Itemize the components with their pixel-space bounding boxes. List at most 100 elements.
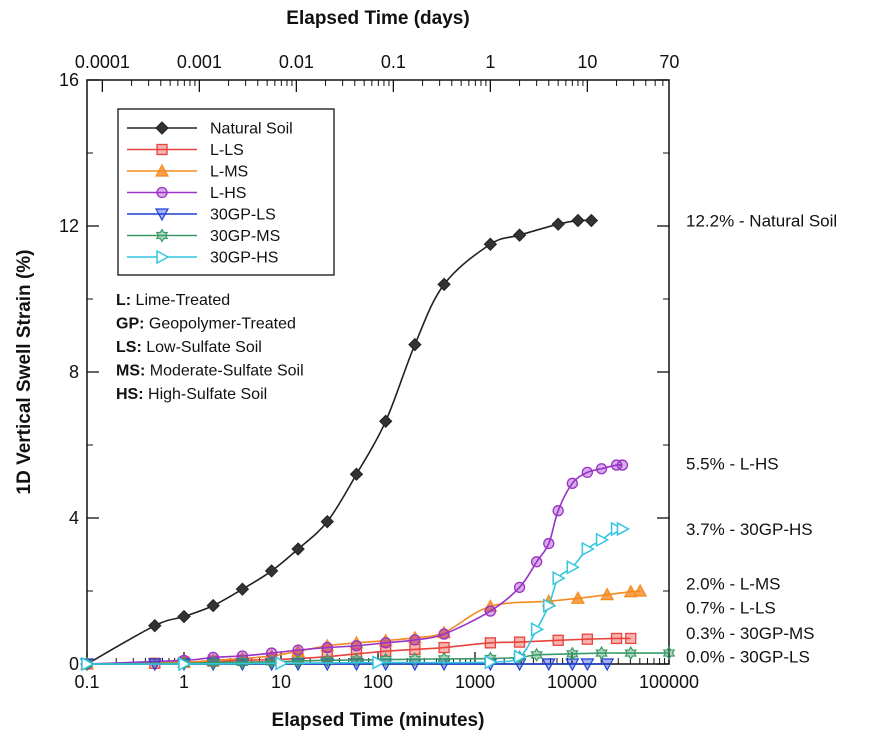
data-point-natural-soil: [291, 542, 305, 556]
legend: Natural Soil L-LS L-MS L-HS 30GP-LS 30GP-MS 30…: [117, 108, 335, 276]
data-point-l-hs: [292, 644, 304, 656]
data-point-30gp-ls: [320, 658, 335, 672]
data-point-l-ls: [484, 637, 497, 649]
end-label: 0.3% - 30GP-MS: [686, 624, 815, 643]
data-point-30gp-hs: [372, 655, 386, 670]
legend-entry-l-hs: L-HS: [127, 185, 246, 202]
abbreviation-meaning: High-Sulfate Soil: [144, 386, 268, 403]
legend-label: L-LS: [210, 142, 244, 159]
legend-marker: [155, 228, 169, 243]
x2-tick-label: 10: [577, 52, 597, 72]
data-point-l-hs: [438, 628, 450, 640]
data-point-natural-soil: [148, 618, 162, 633]
data-point-natural-soil: [206, 598, 220, 613]
data-point-natural-soil: [320, 514, 334, 529]
x2-tick-label: 0.001: [177, 52, 222, 72]
series-line-natural-soil: [86, 219, 592, 665]
data-point-30gp-ms: [566, 646, 579, 661]
data-point-l-ls: [513, 636, 526, 648]
abbreviation-meaning: Geopolymer-Treated: [144, 316, 295, 333]
x2-tick-label: 0.0001: [75, 52, 130, 72]
data-point-30gp-hs: [552, 570, 566, 586]
legend-entry-natural-soil: Natural Soil: [127, 121, 293, 138]
data-point-natural-soil: [408, 337, 422, 352]
end-labels-group: 12.2% - Natural Soil 5.5% - L-HS 3.7% - 30…: [686, 212, 837, 667]
data-point-30gp-hs: [530, 622, 545, 637]
data-point-l-hs: [543, 537, 555, 550]
data-point-natural-soil: [551, 217, 565, 231]
data-point-l-hs: [484, 605, 497, 617]
data-point-30gp-hs: [581, 541, 595, 557]
data-point-l-hs: [610, 459, 623, 471]
legend-entry-l-ms: L-MS: [127, 164, 248, 181]
legend-label: 30GP-LS: [210, 207, 276, 224]
data-point-30gp-ms: [662, 645, 676, 661]
data-point-30gp-hs: [81, 656, 95, 672]
series-l-hs: [81, 459, 629, 670]
data-point-30gp-ms: [206, 655, 220, 670]
data-point-30gp-ls: [580, 658, 595, 672]
abbreviation-key: HS:: [116, 386, 144, 403]
abbreviation-meaning: Moderate-Sulfate Soil: [145, 363, 303, 380]
data-point-l-ls: [581, 633, 594, 645]
data-point-l-hs: [513, 581, 526, 593]
abbreviation-key: L:: [116, 292, 131, 309]
data-point-natural-soil: [483, 237, 498, 251]
legend-label: L-HS: [210, 185, 246, 202]
data-point-l-ls: [552, 634, 564, 646]
end-label: 2.0% - L-MS: [686, 575, 780, 594]
data-point-l-hs: [265, 647, 278, 659]
data-point-natural-soil: [349, 467, 364, 481]
x2-tick-label: 0.1: [381, 52, 406, 72]
data-point-30gp-ms: [530, 647, 543, 663]
abbreviation-line: MS: Moderate-Sulfate Soil: [116, 363, 304, 380]
data-point-l-ls: [438, 641, 450, 654]
data-point-30gp-ms: [291, 653, 305, 669]
series-line-30gp-ms: [86, 652, 669, 665]
data-point-30gp-ms: [595, 645, 608, 661]
data-point-l-hs: [616, 459, 629, 471]
legend-label: Natural Soil: [210, 121, 293, 138]
data-point-l-hs: [321, 641, 333, 654]
data-point-l-hs: [409, 634, 421, 646]
legend-label: 30GP-MS: [210, 228, 280, 245]
x-tick-label: 0.1: [74, 672, 99, 692]
data-point-30gp-ls: [541, 658, 556, 672]
data-point-l-hs: [350, 640, 363, 652]
legend-entry-30gp-ms: 30GP-MS: [127, 228, 280, 245]
legend-marker: [155, 121, 169, 135]
legend-entry-30gp-ls: 30GP-LS: [127, 207, 276, 224]
y-axis-title: 1D Vertical Swell Strain (%): [14, 250, 35, 495]
x-axis-title: Elapsed Time (minutes): [272, 710, 485, 731]
abbreviation-key: MS:: [116, 363, 145, 380]
data-point-30gp-hs: [484, 654, 498, 670]
series-natural-soil: [80, 213, 599, 671]
data-point-l-ms: [623, 584, 638, 598]
x2-axis-title: Elapsed Time (days): [286, 8, 469, 29]
data-point-natural-soil: [437, 277, 451, 292]
data-point-l-ls: [625, 632, 637, 645]
data-point-l-ls: [321, 651, 333, 663]
data-point-30gp-hs: [178, 656, 192, 672]
x-tick-label: 100: [363, 672, 393, 692]
abbreviation-line: HS: High-Sulfate Soil: [116, 386, 267, 403]
data-point-l-hs: [566, 477, 578, 489]
x2-tick-label: 1: [485, 52, 495, 72]
data-point-natural-soil: [235, 582, 250, 596]
data-point-natural-soil: [264, 564, 279, 578]
y-tick-label: 4: [69, 508, 79, 528]
data-point-30gp-hs: [595, 532, 610, 548]
data-point-30gp-ls: [349, 658, 364, 672]
data-point-l-hs: [530, 556, 543, 568]
legend-entry-30gp-hs: 30GP-HS: [127, 250, 278, 267]
data-point-30gp-ms: [236, 654, 249, 670]
end-label: 0.7% - L-LS: [686, 598, 776, 617]
y-tick-label: 12: [59, 216, 79, 236]
data-point-l-hs: [595, 463, 608, 475]
data-point-natural-soil: [571, 213, 585, 228]
data-point-l-ms: [570, 591, 585, 604]
abbreviation-meaning: Lime-Treated: [131, 292, 230, 309]
end-label: 0.0% - 30GP-LS: [686, 648, 810, 667]
